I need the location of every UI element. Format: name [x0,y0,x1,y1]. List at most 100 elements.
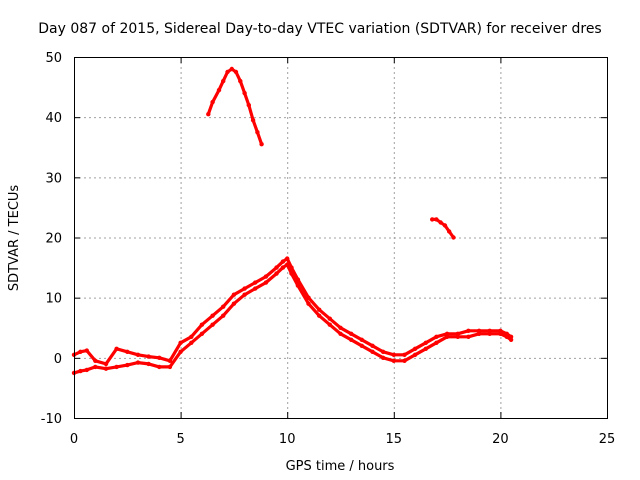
y-axis-label: SDTVAR / TECUs [7,185,22,292]
data-point [93,358,98,363]
data-point [210,313,215,318]
data-point [466,334,471,339]
data-point [412,352,418,357]
data-point [438,220,443,225]
data-point [327,322,332,327]
data-point [250,118,256,123]
data-point [359,337,364,342]
data-point [216,87,222,93]
data-point [78,349,83,354]
chart-title: Day 087 of 2015, Sidereal Day-to-day VTE… [38,21,601,37]
data-point [199,322,205,327]
data-point [430,217,435,222]
data-point [221,313,226,318]
data-point [189,334,194,339]
data-point [327,316,332,321]
data-point [263,280,269,285]
y-tick-label: 20 [45,232,62,247]
data-point [391,352,396,357]
data-point [434,340,439,345]
data-point [349,337,354,342]
data-point [255,130,260,135]
data-point [206,112,211,117]
data-point [210,99,215,105]
data-point [370,349,375,354]
y-tick-label: -10 [41,412,62,427]
data-point [444,331,450,336]
data-point [274,271,279,276]
data-point [423,340,428,345]
data-point [280,265,286,270]
data-point [238,78,243,84]
data-point [370,343,375,348]
x-tick-label: 5 [176,432,184,447]
x-tick-label: 25 [599,432,616,447]
data-point [476,328,482,333]
data-point [146,354,151,359]
data-point [242,90,247,96]
data-point [295,277,301,282]
data-point [338,325,343,330]
x-axis-ticks: 0 5 10 15 20 25 [70,57,615,447]
data-point [189,340,194,345]
data-point [402,352,407,357]
data-point [508,334,514,339]
data-point [84,367,90,373]
data-point [442,223,448,228]
data-point [498,328,503,333]
data-point [103,361,109,367]
data-point [157,355,162,360]
data-point [221,304,226,309]
data-point [359,343,364,348]
data-point [504,331,509,336]
data-point [280,259,286,264]
data-point [233,69,239,75]
x-axis-label: GPS time / hours [286,459,395,474]
data-point [84,348,90,353]
data-point [306,295,311,300]
data-point [380,349,386,354]
data-point [263,274,269,279]
data-point [466,328,471,333]
data-point [338,331,343,336]
data-point [242,292,247,297]
data-point [253,280,258,285]
data-point [167,358,173,363]
data-series [71,66,514,376]
data-point [178,349,183,354]
data-point [103,366,109,371]
data-point [231,301,237,306]
data-point [253,286,258,291]
y-tick-label: 50 [45,51,62,66]
data-point [246,102,251,108]
data-point [135,360,141,365]
y-tick-label: 0 [54,352,62,367]
data-point [380,355,386,360]
data-point [210,322,215,327]
data-point [199,331,205,336]
data-point [285,256,290,261]
data-point [242,286,247,291]
data-point [114,346,119,351]
data-point [447,229,452,234]
data-point [225,69,230,75]
data-point [289,265,294,270]
grid [74,57,607,418]
y-tick-label: 30 [45,171,62,186]
data-point [146,361,151,367]
y-tick-label: 10 [45,292,62,307]
x-tick-label: 15 [386,432,403,447]
data-point [221,78,226,84]
x-tick-label: 20 [492,432,509,447]
data-point [391,358,396,363]
data-point [125,349,130,354]
data-point [93,364,98,370]
x-tick-label: 10 [279,432,296,447]
data-point [157,364,162,370]
data-point [402,358,407,363]
series-line [206,67,264,146]
data-point [135,352,141,357]
data-point [306,301,311,306]
data-point [423,346,428,351]
